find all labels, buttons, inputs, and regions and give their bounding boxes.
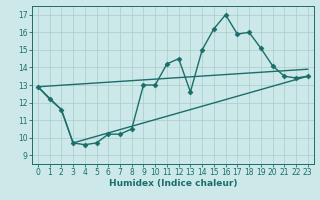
X-axis label: Humidex (Indice chaleur): Humidex (Indice chaleur) [108,179,237,188]
